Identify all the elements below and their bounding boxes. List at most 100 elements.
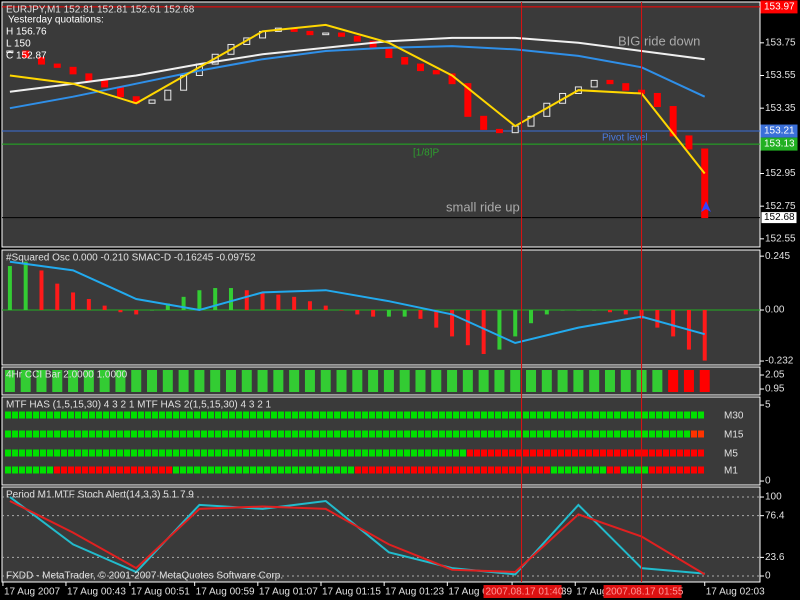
mtf-cell — [474, 466, 480, 474]
candle — [653, 92, 661, 108]
mtf-cell — [264, 430, 270, 438]
mtf-cell — [201, 430, 207, 438]
mtf-cell — [586, 449, 592, 457]
cci-bar — [178, 370, 189, 392]
candle — [101, 79, 109, 88]
panel-title: 4Hr CCI Bar 2.0000 1.0000 — [6, 370, 128, 381]
candle — [669, 106, 677, 137]
y-tick-label: 2.05 — [765, 370, 785, 381]
mtf-cell — [369, 430, 375, 438]
price-box — [760, 211, 798, 225]
mtf-cell — [47, 449, 53, 457]
mtf-cell — [264, 466, 270, 474]
mtf-cell — [376, 449, 382, 457]
candle — [69, 66, 77, 75]
mtf-cell — [285, 466, 291, 474]
row-label: M5 — [724, 449, 738, 460]
mtf-cell — [628, 466, 634, 474]
osc-bar — [307, 301, 312, 311]
x-tick-label: 17 Aug 01:23 — [385, 587, 444, 598]
mtf-cell — [446, 449, 452, 457]
mtf-cell — [306, 466, 312, 474]
mtf-cell — [628, 449, 634, 457]
mtf-cell — [145, 449, 151, 457]
mtf-cell — [397, 449, 403, 457]
mtf-cell — [362, 411, 368, 419]
mtf-cell — [495, 430, 501, 438]
candle — [37, 57, 45, 65]
mtf-cell — [187, 466, 193, 474]
mtf-cell — [334, 411, 340, 419]
cci-bar — [620, 370, 631, 392]
mtf-cell — [649, 466, 655, 474]
mtf-cell — [628, 411, 634, 419]
mtf-cell — [243, 430, 249, 438]
mtf-cell — [208, 411, 214, 419]
mtf-cell — [5, 430, 11, 438]
mtf-cell — [656, 430, 662, 438]
annotation: [1/8]P — [413, 148, 439, 159]
mtf-cell — [607, 466, 613, 474]
mtf-cell — [89, 466, 95, 474]
mtf-cell — [110, 466, 116, 474]
osc-bar — [213, 288, 218, 311]
cci-bar — [604, 370, 615, 392]
mtf-cell — [593, 449, 599, 457]
y-tick-label: 23.6 — [765, 552, 785, 563]
mtf-cell — [201, 449, 207, 457]
cci-bar — [526, 370, 537, 392]
mtf-cell — [103, 449, 109, 457]
mtf-cell — [320, 430, 326, 438]
cci-bar — [131, 370, 142, 392]
mtf-cell — [355, 411, 361, 419]
osc-bar — [23, 261, 28, 311]
mtf-cell — [278, 430, 284, 438]
mtf-cell — [243, 466, 249, 474]
osc-bar — [386, 310, 391, 317]
mtf-cell — [159, 411, 165, 419]
mtf-cell — [446, 466, 452, 474]
x-tick-label: 17 Aug 00:43 — [67, 587, 126, 598]
mtf-cell — [670, 466, 676, 474]
y-tick-label: 0.95 — [765, 384, 785, 395]
mtf-cell — [509, 430, 515, 438]
cci-bar — [52, 370, 63, 392]
cci-bar — [352, 370, 363, 392]
osc-bar — [418, 310, 423, 319]
mtf-cell — [642, 449, 648, 457]
mtf-cell — [523, 430, 529, 438]
panel — [1, 366, 761, 396]
osc-bar — [276, 294, 281, 311]
mtf-cell — [299, 411, 305, 419]
mtf-cell — [138, 411, 144, 419]
mtf-cell — [544, 411, 550, 419]
mtf-cell — [250, 411, 256, 419]
mtf-cell — [649, 449, 655, 457]
candle — [416, 63, 424, 72]
mtf-cell — [82, 466, 88, 474]
osc-bar — [544, 310, 549, 315]
osc-bar — [434, 310, 439, 328]
mtf-cell — [33, 466, 39, 474]
mtf-cell — [40, 466, 46, 474]
candle — [590, 79, 598, 88]
osc-bar — [576, 310, 581, 311]
mtf-cell — [341, 411, 347, 419]
mtf-cell — [82, 449, 88, 457]
mtf-cell — [698, 430, 704, 438]
annotation: Pivot level — [602, 133, 648, 144]
price-box — [760, 137, 798, 151]
mtf-cell — [621, 411, 627, 419]
mtf-cell — [670, 411, 676, 419]
mtf-cell — [425, 449, 431, 457]
mtf-cell — [166, 466, 172, 474]
mtf-cell — [159, 466, 165, 474]
x-tick-label: 17 Aug 00:59 — [196, 587, 255, 598]
osc-bar — [197, 290, 202, 311]
mtf-cell — [152, 411, 158, 419]
mtf-cell — [572, 411, 578, 419]
mtf-cell — [502, 411, 508, 419]
mtf-cell — [362, 430, 368, 438]
candle — [85, 73, 93, 81]
mtf-cell — [684, 411, 690, 419]
